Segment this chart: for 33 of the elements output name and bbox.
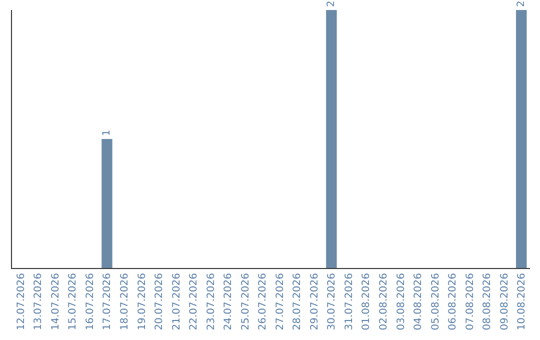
data-label: 2	[326, 0, 337, 7]
x-tick-label: 19.07.2026	[136, 273, 148, 330]
x-tick-label: 14.07.2026	[50, 273, 62, 330]
x-tick-label: 30.07.2026	[326, 273, 338, 330]
x-tick-label: 31.07.2026	[344, 273, 355, 330]
x-tick-label: 16.07.2026	[84, 273, 96, 330]
x-tick-label: 25.07.2026	[240, 273, 252, 330]
x-tick-label: 10.08.2026	[516, 273, 528, 330]
x-tick-label: 29.07.2026	[309, 273, 320, 330]
data-label: 1	[101, 130, 112, 136]
x-tick-label: 01.08.2026	[361, 273, 372, 330]
data-label: 2	[516, 0, 527, 7]
x-tick-label: 13.07.2026	[33, 273, 44, 330]
x-tick-label: 08.08.2026	[482, 273, 494, 330]
x-tick-label: 15.07.2026	[68, 273, 79, 330]
x-tick-label: 17.07.2026	[102, 273, 114, 330]
x-tick-label: 04.08.2026	[413, 273, 424, 330]
x-tick-label: 09.08.2026	[499, 273, 510, 330]
x-tick-label: 20.07.2026	[154, 273, 166, 330]
x-tick-label: 12.07.2026	[16, 273, 27, 330]
x-tick-label: 22.07.2026	[188, 273, 200, 330]
x-tick-label: 26.07.2026	[258, 273, 269, 330]
x-tick-label: 23.07.2026	[206, 273, 217, 330]
x-tick-label: 05.08.2026	[430, 273, 442, 330]
x-tick-label: 21.07.2026	[171, 273, 182, 330]
x-tick-label: 06.08.2026	[448, 273, 459, 330]
x-tick-label: 07.08.2026	[464, 273, 476, 330]
x-tick-label: 02.08.2026	[378, 273, 390, 330]
x-tick-label: 28.07.2026	[292, 273, 304, 330]
x-tick-label: 18.07.2026	[119, 273, 130, 330]
x-tick-label: 24.07.2026	[223, 273, 234, 330]
x-tick-label: 03.08.2026	[396, 273, 407, 330]
x-tick-label: 27.07.2026	[274, 273, 286, 330]
